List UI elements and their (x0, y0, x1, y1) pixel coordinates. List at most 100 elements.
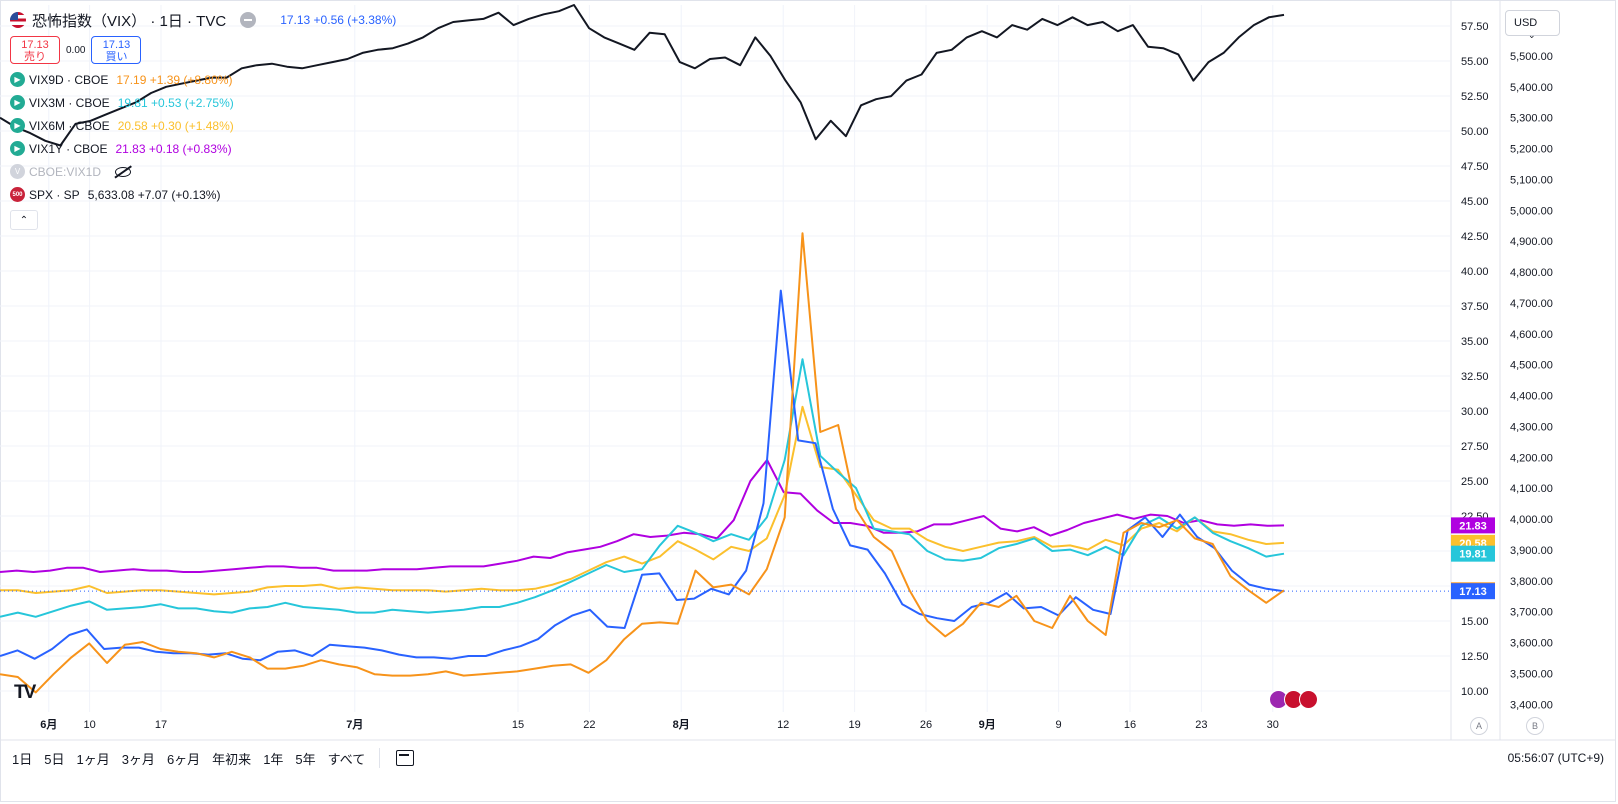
left-axis-tick-label: 12.50 (1461, 651, 1489, 663)
range-button[interactable]: 1日 (12, 751, 33, 767)
price-badge-label: 17.13 (1459, 586, 1487, 598)
sell-price: 17.13 (21, 39, 49, 51)
currency-button[interactable]: USD ⌄ (1505, 10, 1560, 40)
left-axis-tick-label: 42.50 (1461, 231, 1489, 243)
play-icon: ▶ (10, 72, 25, 87)
right-axis-tick-label: 4,600.00 (1510, 329, 1553, 341)
trade-row: 17.13 売り 0.00 17.13 買い (10, 36, 396, 64)
range-button[interactable]: 3ヶ月 (121, 751, 155, 767)
symbol-title-row: 恐怖指数（VIX） · 1日 · TVC 17.13 +0.56 (+3.38%… (10, 8, 396, 32)
series-line (0, 4, 1285, 147)
right-axis-tick-label: 4,800.00 (1510, 267, 1553, 279)
left-axis-tick-label: 52.50 (1461, 91, 1489, 103)
calendar-icon[interactable] (396, 750, 415, 766)
legend-series-name: VIX9D · CBOE (29, 72, 109, 87)
left-axis-tick-label: 45.00 (1461, 196, 1489, 208)
legend-series-name: SPX · SP (29, 187, 80, 202)
buy-label: 買い (105, 51, 128, 63)
legend-series-row[interactable]: ▶ VIX1Y · CBOE 21.83 +0.18 (+0.83%) (10, 137, 396, 160)
right-axis-tick-label: 5,400.00 (1510, 82, 1553, 94)
right-axis-tick-label: 5,500.00 (1510, 51, 1553, 63)
legend: 恐怖指数（VIX） · 1日 · TVC 17.13 +0.56 (+3.38%… (10, 8, 396, 230)
legend-series-value: 21.83 +0.18 (+0.83%) (115, 141, 232, 156)
range-button[interactable]: 1ヶ月 (76, 751, 110, 767)
x-axis-tick-label: 26 (920, 719, 932, 731)
x-axis-tick-label: 22 (583, 719, 595, 731)
series-line (0, 459, 1285, 573)
legend-series-row[interactable]: ▶ VIX6M · CBOE 20.58 +0.30 (+1.48%) (10, 114, 396, 137)
left-axis-tick-label: 35.00 (1461, 336, 1489, 348)
chevron-down-icon: ⌄ (1528, 30, 1536, 40)
collapse-legend-button[interactable]: ⌃ (10, 210, 38, 230)
left-axis-tick-label: 10.00 (1461, 686, 1489, 698)
left-axis-tick-label: 50.00 (1461, 126, 1489, 138)
b-label: B (1531, 721, 1538, 731)
eye-off-icon[interactable] (115, 166, 132, 177)
legend-series-value: 5,633.08 +7.07 (+0.13%) (87, 187, 221, 202)
right-axis-tick-label: 4,000.00 (1510, 514, 1553, 526)
bottom-toolbar: 1日 5日 1ヶ月 3ヶ月 6ヶ月 年初来 1年 5年 すべて 05:56:07 (UTC+9) (0, 742, 1616, 774)
symbol-price: 17.13 +0.56 (+3.38%) (280, 13, 397, 27)
play-icon: ▶ (10, 141, 25, 156)
series-line (0, 232, 1285, 694)
range-button[interactable]: 5日 (44, 751, 65, 767)
left-axis-tick-label: 15.00 (1461, 616, 1489, 628)
legend-series-value: 20.58 +0.30 (+1.48%) (117, 118, 234, 133)
auto-scale-button[interactable]: A (1470, 717, 1488, 735)
range-button[interactable]: 5年 (295, 751, 316, 767)
left-axis-tick-label: 27.50 (1461, 441, 1489, 453)
log-scale-button[interactable]: B (1526, 717, 1544, 735)
legend-series-row[interactable]: ▶ VIX3M · CBOE 19.81 +0.53 (+2.75%) (10, 91, 396, 114)
range-buttons: 1日 5日 1ヶ月 3ヶ月 6ヶ月 年初来 1年 5年 すべて (0, 749, 365, 768)
right-axis-tick-label: 3,400.00 (1510, 699, 1553, 711)
right-axis-tick-label: 3,500.00 (1510, 668, 1553, 680)
clock-label: 05:56:07 (UTC+9) (1507, 751, 1604, 765)
event-icons[interactable] (1269, 690, 1318, 709)
legend-series-row[interactable]: V CBOE:VIX1D (10, 160, 396, 183)
right-axis-tick-label: 4,300.00 (1510, 421, 1553, 433)
left-axis-tick-label: 47.50 (1461, 161, 1489, 173)
range-button[interactable]: 1年 (263, 751, 284, 767)
legend-series-name: CBOE:VIX1D (29, 164, 102, 179)
right-axis-tick-label: 4,100.00 (1510, 483, 1553, 495)
price-badge-label: 19.81 (1459, 549, 1487, 561)
series-badge: 500 (10, 187, 25, 202)
right-axis-tick-label: 3,800.00 (1510, 576, 1553, 588)
left-axis-tick-label: 55.00 (1461, 56, 1489, 68)
legend-series-value: 17.19 +1.39 (+8.80%) (116, 72, 233, 87)
right-axis-tick-label: 3,700.00 (1510, 607, 1553, 619)
right-axis-tick-label: 5,000.00 (1510, 205, 1553, 217)
x-axis-tick-label: 12 (777, 719, 789, 731)
play-icon: ▶ (10, 95, 25, 110)
price-badge (1451, 545, 1495, 562)
range-button[interactable]: 年初来 (212, 751, 252, 767)
x-axis-tick-label: 17 (155, 719, 167, 731)
left-axis-tick-label: 37.50 (1461, 301, 1489, 313)
right-axis-tick-label: 3,900.00 (1510, 545, 1553, 557)
sell-button[interactable]: 17.13 売り (10, 36, 60, 64)
right-axis-tick-label: 3,600.00 (1510, 638, 1553, 650)
legend-series-row[interactable]: 500 SPX · SP 5,633.08 +7.07 (+0.13%) (10, 183, 396, 206)
x-axis-tick-label: 9 (1056, 719, 1062, 731)
series-line (0, 405, 1285, 596)
tradingview-logo: TV (14, 682, 36, 703)
divider (379, 748, 381, 768)
left-axis-tick-label: 25.00 (1461, 476, 1489, 488)
x-axis-tick-label: 23 (1195, 719, 1207, 731)
right-axis-tick-label: 5,100.00 (1510, 174, 1553, 186)
legend-series-row[interactable]: ▶ VIX9D · CBOE 17.19 +1.39 (+8.80%) (10, 68, 396, 91)
left-axis-tick-label: 57.50 (1461, 21, 1489, 33)
legend-series-value: 19.81 +0.53 (+2.75%) (117, 95, 234, 110)
us-flag-icon[interactable] (1299, 690, 1318, 709)
left-axis-tick-label: 40.00 (1461, 266, 1489, 278)
right-axis-tick-label: 4,500.00 (1510, 360, 1553, 372)
buy-button[interactable]: 17.13 買い (91, 36, 142, 64)
right-axis-tick-label: 4,400.00 (1510, 391, 1553, 403)
minus-icon[interactable] (240, 12, 257, 28)
symbol-title[interactable]: 恐怖指数（VIX） · 1日 · TVC (32, 12, 227, 30)
range-button[interactable]: 6ヶ月 (166, 751, 201, 767)
right-axis-tick-label: 4,700.00 (1510, 298, 1553, 310)
range-button[interactable]: すべて (327, 751, 366, 767)
right-axis-tick-label: 5,300.00 (1510, 113, 1553, 125)
